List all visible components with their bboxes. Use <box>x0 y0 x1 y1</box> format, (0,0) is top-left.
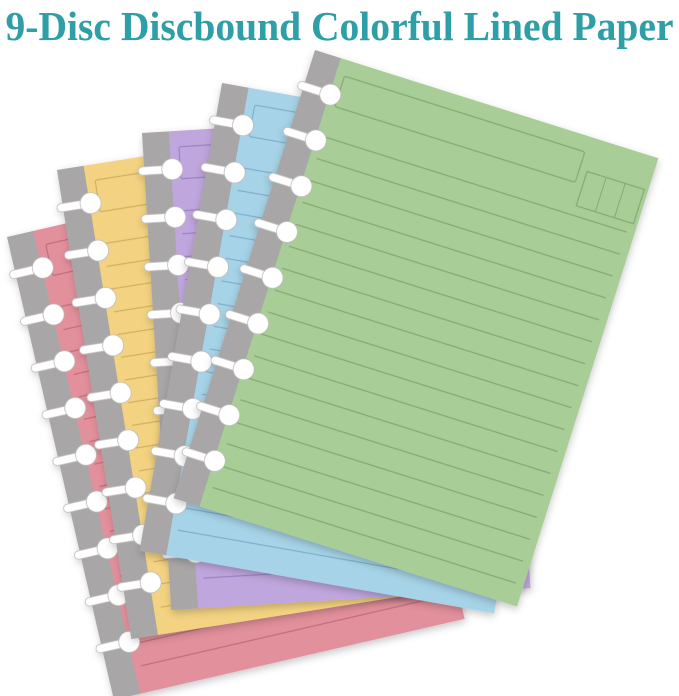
disc-hole <box>137 158 184 181</box>
paper-stack <box>7 50 659 696</box>
green-ruled-lines <box>212 135 627 584</box>
disc-hole <box>63 490 108 513</box>
disc-hole <box>253 218 298 243</box>
green-binding-strip <box>173 50 341 507</box>
disc-hole <box>282 126 327 152</box>
disc-hole <box>19 303 65 326</box>
yellow-binding-strip <box>57 165 158 640</box>
disc-hole <box>41 397 87 420</box>
disc-hole <box>116 571 162 594</box>
disc-hole <box>94 429 140 452</box>
green-disc-holes <box>181 81 342 472</box>
disc-hole <box>200 161 246 184</box>
disc-hole <box>64 239 110 262</box>
green-date-box <box>575 170 646 225</box>
disc-hole <box>140 206 187 229</box>
disc-hole <box>192 208 238 231</box>
disc-hole <box>225 309 270 335</box>
disc-hole <box>209 114 254 137</box>
disc-hole <box>71 287 117 309</box>
disc-hole <box>86 381 132 404</box>
disc-hole <box>297 81 342 106</box>
disc-hole <box>239 264 284 289</box>
disc-hole <box>79 334 125 357</box>
disc-hole <box>56 192 102 215</box>
disc-hole <box>268 172 313 198</box>
disc-hole <box>210 355 255 381</box>
disc-hole <box>30 350 76 373</box>
sheet-green <box>173 50 659 607</box>
disc-hole <box>167 350 213 373</box>
disc-hole <box>73 537 119 560</box>
blue-binding-strip <box>139 82 249 556</box>
yellow-disc-holes <box>56 192 162 594</box>
pink-binding-strip <box>7 230 141 696</box>
disc-hole <box>9 256 54 280</box>
disc-hole <box>196 401 241 427</box>
pink-disc-holes <box>9 256 141 654</box>
disc-hole <box>52 443 97 467</box>
disc-hole <box>181 447 226 472</box>
page-title: 9-Disc Discbound Colorful Lined Paper <box>6 3 674 49</box>
disc-hole <box>175 303 221 326</box>
disc-hole <box>184 256 229 278</box>
disc-hole <box>101 476 147 499</box>
